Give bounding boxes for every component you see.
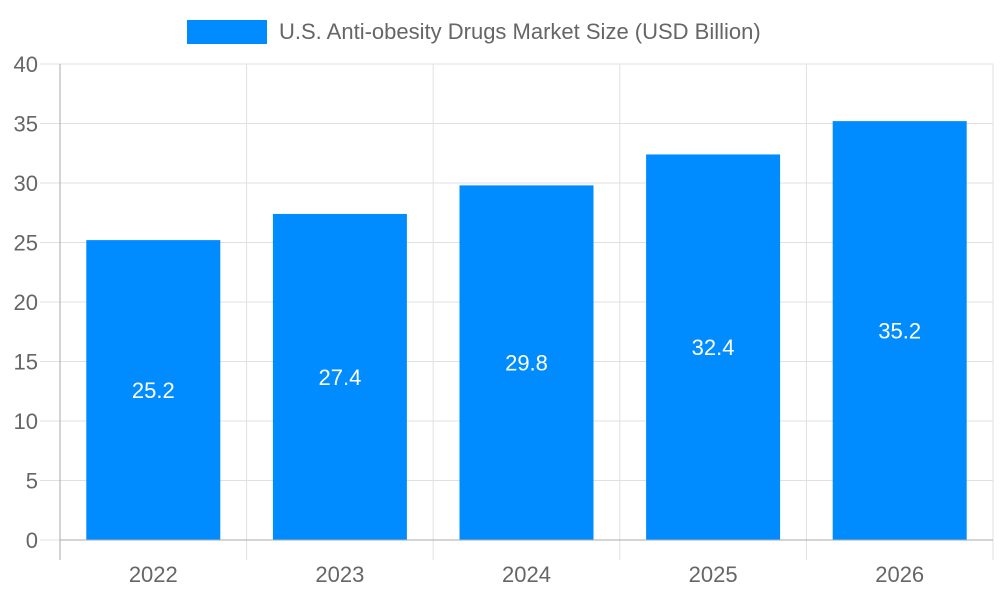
y-tick-label: 15 xyxy=(14,350,38,375)
x-tick-label: 2026 xyxy=(875,562,924,587)
bars: 25.2 27.4 29.8 32.4 35.2 xyxy=(86,121,967,541)
bar xyxy=(272,213,407,540)
y-tick-label: 40 xyxy=(14,52,38,77)
legend[interactable]: U.S. Anti-obesity Drugs Market Size (USD… xyxy=(187,19,761,44)
bar xyxy=(646,154,781,540)
y-tick-label: 0 xyxy=(26,528,38,553)
x-tick-label: 2025 xyxy=(689,562,738,587)
y-tick-label: 5 xyxy=(26,469,38,494)
bar xyxy=(459,185,594,540)
legend-label: U.S. Anti-obesity Drugs Market Size (USD… xyxy=(279,19,761,44)
legend-swatch xyxy=(187,20,267,44)
x-tick-label: 2022 xyxy=(129,562,178,587)
bar-data-label: 32.4 xyxy=(692,335,735,360)
x-tick-label: 2023 xyxy=(315,562,364,587)
bar-data-label: 27.4 xyxy=(318,365,361,390)
y-tick-label: 30 xyxy=(14,171,38,196)
bar xyxy=(832,121,967,541)
bar-data-label: 35.2 xyxy=(878,319,921,344)
bar-data-label: 29.8 xyxy=(505,351,548,376)
y-tick-label: 20 xyxy=(14,290,38,315)
bar-data-label: 25.2 xyxy=(132,378,175,403)
bar xyxy=(86,240,221,540)
y-tick-label: 25 xyxy=(14,231,38,256)
y-tick-label: 35 xyxy=(14,112,38,137)
x-tick-label: 2024 xyxy=(502,562,551,587)
y-tick-label: 10 xyxy=(14,409,38,434)
